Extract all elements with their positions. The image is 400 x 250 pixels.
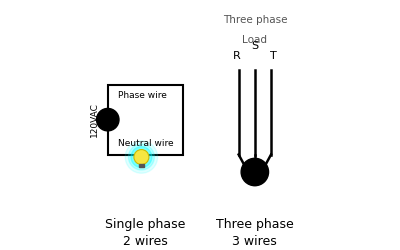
Bar	[139, 164, 144, 167]
Text: Three phase: Three phase	[222, 15, 287, 25]
Bar	[108, 85, 182, 154]
Text: Single phase: Single phase	[105, 218, 185, 231]
Text: Phase wire: Phase wire	[118, 92, 167, 100]
Text: R: R	[233, 51, 240, 61]
Text: Three phase: Three phase	[216, 218, 294, 231]
Circle shape	[96, 108, 119, 131]
Circle shape	[131, 146, 152, 168]
Text: Neutral wire: Neutral wire	[118, 139, 173, 148]
Text: S: S	[251, 41, 258, 51]
Text: 3 wires: 3 wires	[232, 235, 277, 248]
Text: T: T	[270, 51, 276, 61]
Circle shape	[125, 141, 158, 173]
Text: 2 wires: 2 wires	[123, 235, 168, 248]
Text: 120VAC: 120VAC	[90, 102, 98, 137]
Circle shape	[134, 150, 149, 164]
Text: Load: Load	[242, 35, 267, 45]
Circle shape	[128, 144, 154, 170]
Circle shape	[241, 158, 268, 186]
